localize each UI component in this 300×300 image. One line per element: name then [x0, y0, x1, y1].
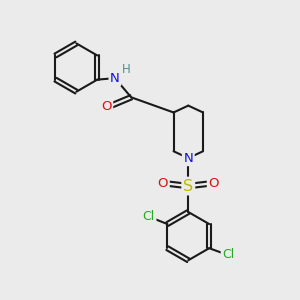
Text: Cl: Cl [222, 248, 235, 261]
Text: N: N [110, 72, 120, 85]
Text: O: O [101, 100, 112, 112]
Text: O: O [158, 177, 168, 190]
Text: Cl: Cl [143, 210, 155, 223]
Text: O: O [208, 177, 219, 190]
Text: N: N [183, 152, 193, 165]
Text: S: S [183, 178, 193, 194]
Text: H: H [122, 63, 130, 76]
